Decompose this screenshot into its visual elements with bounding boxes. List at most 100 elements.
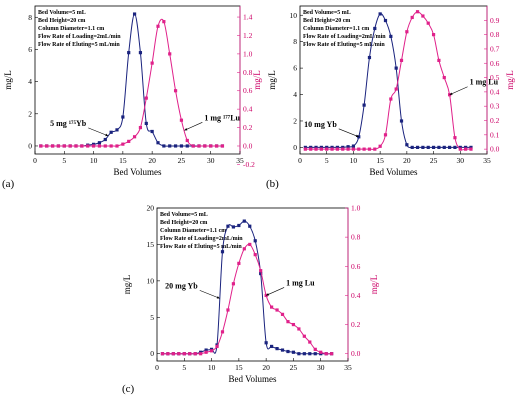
x-tick-label: 15 xyxy=(235,363,243,372)
data-point xyxy=(231,225,235,229)
data-point xyxy=(162,20,166,24)
arrow-head xyxy=(216,296,220,299)
data-point xyxy=(378,144,382,148)
annotation: 1 mg Lu xyxy=(470,78,499,87)
arrow-head xyxy=(105,133,109,137)
data-point xyxy=(389,34,393,38)
x-tick-label: 30 xyxy=(457,156,465,165)
data-point xyxy=(341,145,345,149)
panel-label: (c) xyxy=(122,383,135,395)
data-point xyxy=(109,130,113,134)
info-line: Bed Volume=5 mL xyxy=(160,212,208,218)
data-point xyxy=(319,147,323,151)
data-point xyxy=(204,350,208,354)
data-point xyxy=(410,145,414,149)
data-point xyxy=(314,147,318,151)
data-point xyxy=(109,144,113,148)
arrow-head xyxy=(184,128,188,131)
y-tick-label: 0 xyxy=(150,349,154,358)
data-point xyxy=(185,138,189,143)
data-point xyxy=(373,147,377,151)
y-tick-label: 0 xyxy=(293,143,297,152)
data-point xyxy=(168,144,172,148)
y-right-tick-label: 0.4 xyxy=(490,87,500,96)
data-point xyxy=(156,24,160,28)
series-line xyxy=(305,11,471,151)
info-line: Bed Height=20 cm xyxy=(38,18,85,24)
data-point xyxy=(421,14,425,18)
data-point xyxy=(156,141,160,145)
data-point xyxy=(264,293,268,298)
data-point xyxy=(62,144,66,148)
data-point xyxy=(458,145,462,149)
data-point xyxy=(362,147,366,151)
data-point xyxy=(302,352,306,356)
data-point xyxy=(314,145,318,149)
data-point xyxy=(127,139,131,143)
x-tick-label: 5 xyxy=(325,156,329,165)
data-point xyxy=(253,253,257,257)
y-right-tick-label: 0.1 xyxy=(490,130,500,139)
x-axis-label: Bed Volumes xyxy=(114,167,162,177)
y-right-tick-label: 0.0 xyxy=(490,145,500,154)
data-point xyxy=(313,347,317,351)
data-point xyxy=(330,352,334,356)
data-point xyxy=(204,348,208,352)
data-point xyxy=(253,239,257,243)
data-point xyxy=(335,145,339,149)
data-point xyxy=(138,51,143,55)
x-tick-label: 15 xyxy=(119,156,127,165)
y-tick-label: 20 xyxy=(147,204,155,213)
y-tick-label: 4 xyxy=(28,77,32,86)
y-right-tick-label: 0.6 xyxy=(490,59,500,68)
data-point xyxy=(226,308,230,312)
data-point xyxy=(179,118,184,122)
y-right-tick-label: -0.2 xyxy=(243,160,255,169)
data-point xyxy=(127,51,131,55)
data-point xyxy=(280,312,285,316)
data-point xyxy=(437,58,441,62)
data-point xyxy=(132,12,137,16)
data-point xyxy=(259,269,263,273)
data-point xyxy=(132,135,137,139)
data-point xyxy=(405,30,409,34)
x-tick-label: 25 xyxy=(290,363,298,372)
data-point xyxy=(220,330,225,334)
x-tick-label: 25 xyxy=(430,156,438,165)
data-point xyxy=(242,219,246,223)
y-tick-label: 10 xyxy=(290,11,298,20)
data-point xyxy=(220,250,225,254)
x-tick-label: 35 xyxy=(483,156,491,165)
data-point xyxy=(121,142,125,146)
chart-panel-c: 0 5 10 15 20 25 30 35 0 5 10 15 20 0.0 0.2 0.4 0.6 0.8 1.0… xyxy=(122,204,379,396)
data-point xyxy=(346,145,350,149)
y-tick-label: 2 xyxy=(28,109,32,118)
y-right-axis-label: mg/L xyxy=(505,70,515,90)
data-point xyxy=(138,125,143,130)
annotation-arrow xyxy=(199,290,220,299)
x-axis-label: Bed Volumes xyxy=(229,374,277,384)
annotation-arrow xyxy=(449,86,468,96)
data-point xyxy=(248,242,252,247)
info-line: Flow Rate of Eluting=5 mL/min xyxy=(160,244,242,250)
data-point xyxy=(173,144,178,148)
data-point xyxy=(357,135,361,139)
data-point xyxy=(68,144,72,148)
data-point xyxy=(453,145,457,149)
y-right-tick-label: 0.9 xyxy=(490,16,500,25)
data-point xyxy=(367,55,372,60)
data-point xyxy=(286,320,290,324)
data-point xyxy=(410,15,414,20)
x-tick-label: 10 xyxy=(90,156,98,165)
y-right-tick-label: 0.6 xyxy=(351,262,361,271)
y-right-tick-label: 0.8 xyxy=(351,233,361,242)
x-tick-label: 20 xyxy=(262,363,270,372)
y-right-tick-label: 1.4 xyxy=(243,13,253,22)
data-point xyxy=(291,350,296,354)
x-axis-label: Bed Volumes xyxy=(370,167,418,177)
annotation-arrow xyxy=(338,128,359,138)
data-point xyxy=(399,119,404,123)
data-point xyxy=(199,352,203,356)
data-point xyxy=(394,87,398,91)
data-point xyxy=(394,66,398,70)
